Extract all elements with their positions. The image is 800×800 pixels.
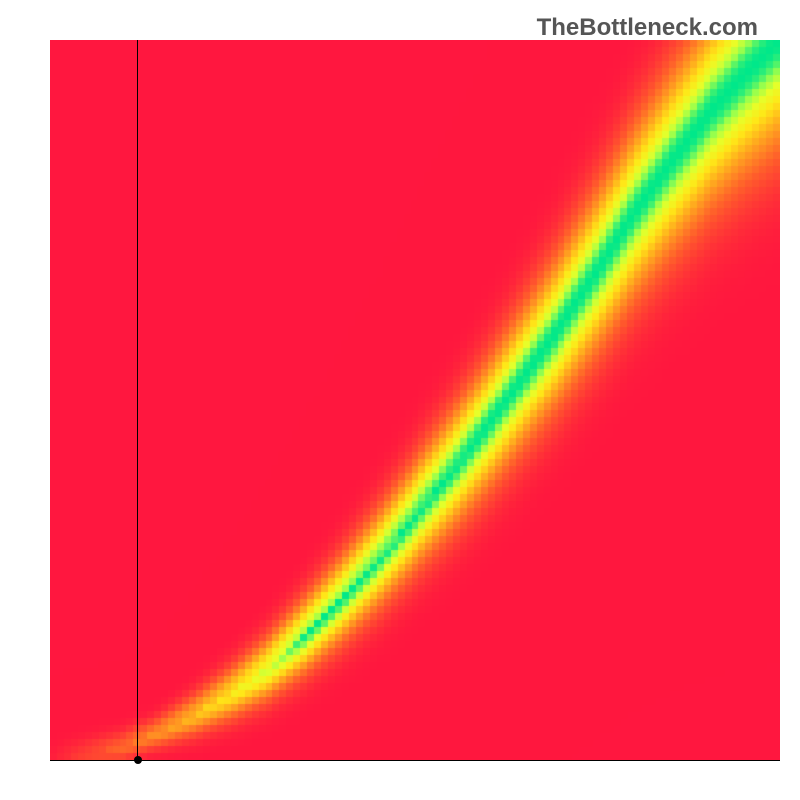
crosshair-dot xyxy=(134,756,142,764)
crosshair-vertical xyxy=(137,40,138,760)
watermark-text: TheBottleneck.com xyxy=(537,14,758,42)
heatmap-canvas xyxy=(50,40,780,760)
crosshair-horizontal xyxy=(50,760,780,761)
heatmap-plot xyxy=(50,40,780,760)
